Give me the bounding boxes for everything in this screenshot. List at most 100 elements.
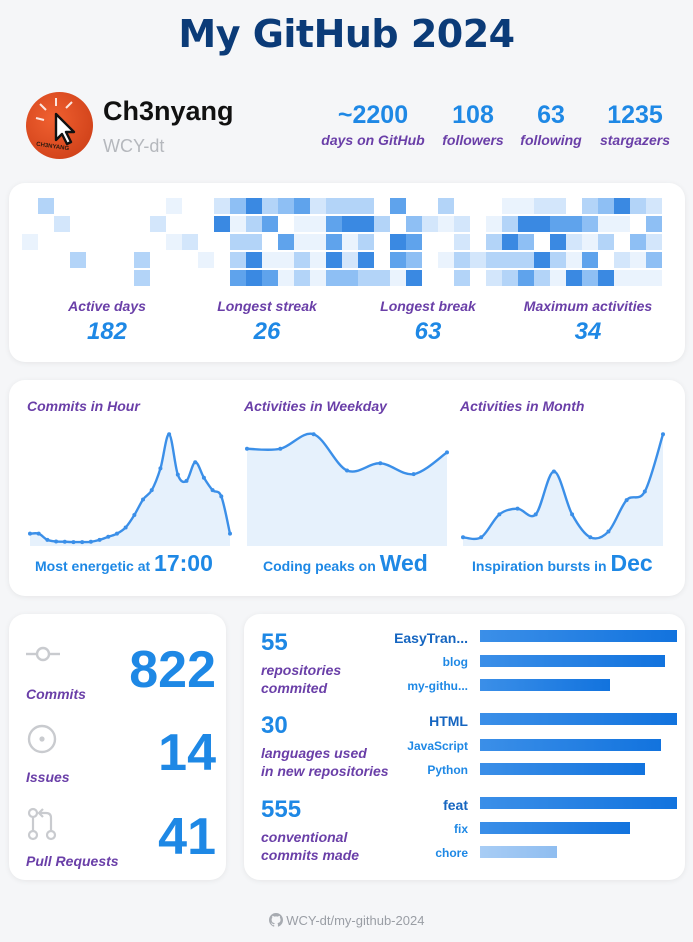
heatmap-cell xyxy=(326,252,342,268)
heatmap-cell xyxy=(454,216,470,232)
username: Ch3nyang xyxy=(103,96,234,126)
active-days: Active days 182 xyxy=(32,298,182,346)
label-line: commited xyxy=(261,680,328,696)
chart-point xyxy=(158,466,163,471)
chart-point xyxy=(219,494,224,499)
heatmap-cell xyxy=(486,216,502,232)
heatmap-cell xyxy=(358,270,374,286)
chart-point xyxy=(71,540,76,545)
longest-break-label: Longest break xyxy=(380,298,476,314)
heatmap-cell xyxy=(230,216,246,232)
chart-point xyxy=(28,531,32,536)
stat-label: following xyxy=(520,132,582,148)
bar-lang-2 xyxy=(480,739,662,751)
heatmap-cell xyxy=(550,270,566,286)
bar-label-repo-1: EasyTran... xyxy=(394,630,468,646)
chart-hour-footer: Most energetic at 17:00 xyxy=(35,550,213,577)
heatmap-cell xyxy=(230,198,246,214)
chart-weekday-title: Activities in Weekday xyxy=(244,398,387,414)
commits-count: Commits 822 xyxy=(26,640,216,720)
chart-hour-title: Commits in Hour xyxy=(27,398,140,414)
heatmap-cell xyxy=(518,234,534,250)
chart-month xyxy=(461,432,665,546)
chart-area xyxy=(247,433,447,546)
stat-label: followers xyxy=(442,132,504,148)
avatar[interactable]: CH3NYANG xyxy=(26,92,93,159)
heatmap-cell xyxy=(358,216,374,232)
heatmap-cell xyxy=(518,216,534,232)
heatmap-cell xyxy=(390,234,406,250)
heatmap-cell xyxy=(630,252,646,268)
heatmap-cell xyxy=(310,270,326,286)
chart-point xyxy=(515,506,520,511)
repo-link[interactable]: WCY-dt/my-github-2024 xyxy=(0,913,693,928)
chart-point xyxy=(175,472,180,477)
commits-label: Commits xyxy=(26,686,86,702)
label-line: languages used xyxy=(261,745,367,761)
heatmap-cell xyxy=(566,252,582,268)
heatmap-cell xyxy=(646,216,662,232)
heatmap-cell xyxy=(390,270,406,286)
heatmap-cell xyxy=(518,198,534,214)
chart-point xyxy=(461,535,465,540)
heatmap-cell xyxy=(278,234,294,250)
heatmap-cell xyxy=(534,216,550,232)
heatmap-cell xyxy=(150,216,166,232)
heatmap-cell xyxy=(230,270,246,286)
bar-label-type-2: fix xyxy=(453,822,468,836)
repositories-value: 55 xyxy=(261,629,288,656)
bar-type-1 xyxy=(480,797,677,809)
bar-repo-1 xyxy=(480,630,677,642)
heatmap-cell xyxy=(598,198,614,214)
pull-requests-count: Pull Requests 41 xyxy=(26,807,216,887)
heatmap-cell xyxy=(406,252,422,268)
bar-repo-2 xyxy=(480,655,666,667)
heatmap-cell xyxy=(502,234,518,250)
heatmap-cell xyxy=(262,216,278,232)
chart-point xyxy=(445,450,449,455)
issue-icon xyxy=(27,724,57,754)
heatmap-cell xyxy=(502,252,518,268)
chart-point xyxy=(54,539,59,544)
heatmap-cell xyxy=(358,198,374,214)
stat-following: 63 following xyxy=(518,100,584,148)
heatmap-cell xyxy=(630,198,646,214)
heatmap-cell xyxy=(550,198,566,214)
heatmap-cell xyxy=(550,216,566,232)
issues-label: Issues xyxy=(26,769,70,785)
active-days-label: Active days xyxy=(68,298,146,314)
heatmap-cell xyxy=(70,252,86,268)
heatmap-cell xyxy=(230,252,246,268)
heatmap-cell xyxy=(646,252,662,268)
heatmap-cell xyxy=(438,198,454,214)
heatmap-cell xyxy=(310,198,326,214)
heatmap-cell xyxy=(406,216,422,232)
chart-point xyxy=(97,537,102,542)
chart-point xyxy=(588,535,593,540)
heatmap-cell xyxy=(230,234,246,250)
heatmap-cell xyxy=(326,198,342,214)
stat-value: 108 xyxy=(452,101,494,129)
chart-point xyxy=(245,446,249,451)
chart-area xyxy=(30,434,230,546)
issues-value: 14 xyxy=(158,724,216,782)
heatmap-cell xyxy=(454,234,470,250)
user-login[interactable]: WCY-dt xyxy=(103,136,165,156)
footer-prefix: Most energetic at xyxy=(35,558,151,574)
chart-point xyxy=(201,475,206,480)
heatmap-cell xyxy=(374,270,390,286)
heatmap-cell xyxy=(342,252,358,268)
chart-point xyxy=(570,512,575,517)
heatmap-cell xyxy=(630,270,646,286)
heatmap-cell xyxy=(646,198,662,214)
heatmap-cell xyxy=(342,198,358,214)
languages-label: languages used in new repositories xyxy=(261,744,389,780)
footer-value: 17:00 xyxy=(154,550,213,576)
pull-requests-value: 41 xyxy=(158,808,216,866)
label-line: conventional xyxy=(261,829,348,845)
heatmap-cell xyxy=(406,234,422,250)
chart-hour xyxy=(28,432,232,546)
heatmap-cell xyxy=(310,234,326,250)
heatmap-cell xyxy=(326,234,342,250)
bar-label-lang-2: JavaScript xyxy=(407,739,468,753)
